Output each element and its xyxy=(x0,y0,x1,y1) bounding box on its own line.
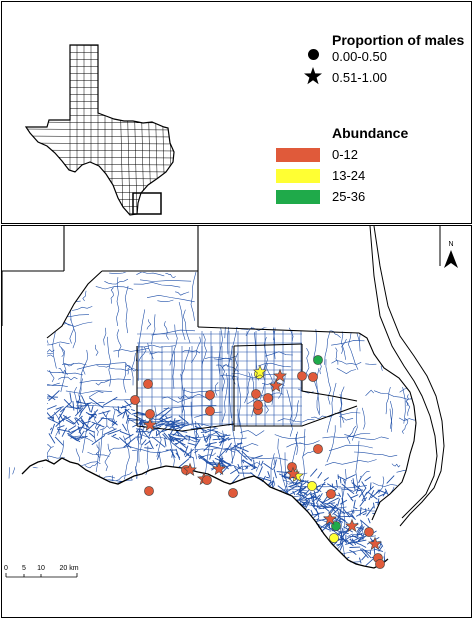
abundance-swatch-high xyxy=(276,190,320,204)
sample-point-circle xyxy=(307,481,317,491)
sample-point-circle xyxy=(202,475,212,485)
sample-point-circle xyxy=(326,489,336,499)
sample-point-star xyxy=(143,417,157,431)
scale-tick-5: 5 xyxy=(22,565,26,572)
sample-point-circle xyxy=(263,393,273,403)
sample-point-circle xyxy=(313,355,323,365)
sample-point-circle xyxy=(251,389,261,399)
texas-county-grid xyxy=(26,45,174,215)
locator-and-legend-panel: Proportion of males 0.00-0.50 0.51-1.00 … xyxy=(1,1,472,224)
scale-tick-10: 10 xyxy=(37,565,45,572)
study-area-map-panel: N 0 5 10 20 km xyxy=(1,225,472,618)
sample-point-circle xyxy=(143,379,153,389)
abundance-swatch-low xyxy=(276,148,320,162)
sample-point-star xyxy=(212,461,226,475)
sample-point-star xyxy=(253,364,267,378)
sample-point-circle xyxy=(308,372,318,382)
scale-tick-20: 20 km xyxy=(59,565,78,572)
sample-point-star xyxy=(323,511,337,525)
texas-locator-map xyxy=(24,44,175,216)
sample-point-star xyxy=(368,536,382,550)
abundance-label-high: 25-36 xyxy=(332,189,366,204)
sample-points xyxy=(130,355,385,569)
sample-point-circle xyxy=(375,559,385,569)
sample-point-circle xyxy=(253,400,263,410)
north-arrow: N xyxy=(444,241,458,268)
sample-point-star xyxy=(273,368,287,382)
circle-symbol xyxy=(308,49,319,60)
sample-point-star xyxy=(269,378,283,392)
rio-grande-border xyxy=(21,457,389,569)
north-arrow-icon xyxy=(444,250,458,268)
scale-tick-0: 0 xyxy=(4,565,8,572)
sample-point-star xyxy=(183,462,197,476)
coastline xyxy=(369,226,445,527)
proportion-legend-title: Proportion of males xyxy=(332,32,465,48)
sample-point-star xyxy=(286,466,300,480)
sample-point-circle xyxy=(228,488,238,498)
abundance-swatch-mid xyxy=(276,169,320,183)
scale-bar: 0 5 10 20 km xyxy=(4,565,79,578)
proportion-label-high: 0.51-1.00 xyxy=(332,70,387,85)
sample-point-circle xyxy=(205,390,215,400)
sample-point-star xyxy=(345,518,359,532)
sample-point-circle xyxy=(130,395,140,405)
abundance-label-low: 0-12 xyxy=(332,147,359,162)
abundance-legend-title: Abundance xyxy=(332,125,409,141)
sample-point-circle xyxy=(145,409,155,419)
sample-point-circle xyxy=(329,533,339,543)
sample-point-circle xyxy=(205,406,215,416)
sample-point-circle xyxy=(144,486,154,496)
sample-point-circle xyxy=(364,527,374,537)
proportion-label-low: 0.00-0.50 xyxy=(332,49,387,64)
abundance-label-mid: 13-24 xyxy=(332,168,366,183)
sample-point-circle xyxy=(313,444,323,454)
study-area-map: N 0 5 10 20 km xyxy=(2,226,471,617)
sample-point-circle xyxy=(297,371,307,381)
star-symbol xyxy=(304,67,322,85)
study-area-box xyxy=(132,192,162,215)
north-arrow-label: N xyxy=(448,241,453,248)
